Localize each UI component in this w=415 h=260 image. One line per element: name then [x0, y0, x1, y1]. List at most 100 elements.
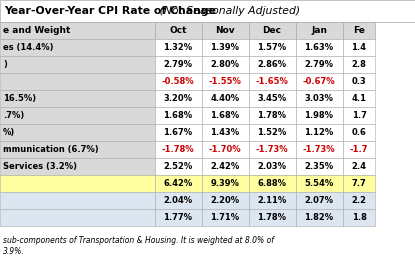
Text: 1.43%: 1.43% — [210, 128, 239, 137]
Bar — [249, 124, 296, 141]
Text: %): %) — [3, 128, 15, 137]
Bar — [0, 56, 155, 73]
Bar — [155, 175, 202, 192]
Bar — [343, 90, 375, 107]
Bar — [343, 22, 375, 39]
Bar — [155, 141, 202, 158]
Bar — [249, 158, 296, 175]
Bar — [0, 73, 155, 90]
Bar — [0, 22, 155, 39]
Text: -0.67%: -0.67% — [303, 77, 335, 86]
Text: 16.5%): 16.5%) — [3, 94, 36, 103]
Text: 1.82%: 1.82% — [305, 213, 334, 222]
Text: 1.63%: 1.63% — [305, 43, 334, 52]
Bar — [343, 192, 375, 209]
Bar — [0, 158, 155, 175]
Text: 1.68%: 1.68% — [164, 111, 193, 120]
Bar — [249, 56, 296, 73]
Bar — [343, 175, 375, 192]
Text: -1.78%: -1.78% — [162, 145, 194, 154]
Text: 2.35%: 2.35% — [305, 162, 334, 171]
Text: 6.88%: 6.88% — [257, 179, 286, 188]
Bar — [343, 107, 375, 124]
Text: Fe: Fe — [353, 26, 365, 35]
Bar — [296, 39, 343, 56]
Bar — [249, 90, 296, 107]
Bar — [155, 192, 202, 209]
Text: 2.03%: 2.03% — [257, 162, 286, 171]
Text: -1.73%: -1.73% — [256, 145, 288, 154]
Text: -1.65%: -1.65% — [256, 77, 288, 86]
Bar — [202, 39, 249, 56]
Bar — [0, 175, 155, 192]
Text: 2.79%: 2.79% — [305, 60, 334, 69]
Bar — [249, 141, 296, 158]
Text: 3.45%: 3.45% — [257, 94, 287, 103]
Text: 2.80%: 2.80% — [210, 60, 239, 69]
Bar — [343, 39, 375, 56]
Bar — [249, 209, 296, 226]
Text: mmunication (6.7%): mmunication (6.7%) — [3, 145, 99, 154]
Bar — [202, 22, 249, 39]
Bar — [155, 209, 202, 226]
Bar — [202, 124, 249, 141]
Text: es (14.4%): es (14.4%) — [3, 43, 54, 52]
Bar — [249, 73, 296, 90]
Text: -1.70%: -1.70% — [209, 145, 241, 154]
Text: 1.77%: 1.77% — [164, 213, 193, 222]
Bar — [202, 209, 249, 226]
Text: -0.58%: -0.58% — [162, 77, 194, 86]
Bar — [155, 107, 202, 124]
Bar — [155, 39, 202, 56]
Bar — [296, 73, 343, 90]
Text: Year-Over-Year CPI Rate of Change: Year-Over-Year CPI Rate of Change — [4, 6, 216, 16]
Text: 9.39%: 9.39% — [210, 179, 239, 188]
Text: .7%): .7%) — [3, 111, 24, 120]
Text: 7.7: 7.7 — [352, 179, 366, 188]
Bar — [202, 141, 249, 158]
Text: e and Weight: e and Weight — [3, 26, 71, 35]
Text: 6.42%: 6.42% — [164, 179, 193, 188]
Bar — [296, 107, 343, 124]
Text: 2.04%: 2.04% — [164, 196, 193, 205]
Bar — [249, 192, 296, 209]
Text: 1.4: 1.4 — [352, 43, 366, 52]
Bar — [343, 158, 375, 175]
Text: 1.98%: 1.98% — [305, 111, 334, 120]
Text: 1.78%: 1.78% — [257, 111, 286, 120]
Bar — [155, 90, 202, 107]
Text: -1.73%: -1.73% — [303, 145, 335, 154]
Text: (Not Seasonally Adjusted): (Not Seasonally Adjusted) — [156, 6, 300, 16]
Bar — [0, 90, 155, 107]
Bar — [202, 158, 249, 175]
Text: 2.8: 2.8 — [352, 60, 366, 69]
Bar — [343, 124, 375, 141]
Bar — [296, 209, 343, 226]
Text: 3.03%: 3.03% — [305, 94, 333, 103]
Bar — [0, 0, 415, 22]
Text: 4.1: 4.1 — [352, 94, 366, 103]
Bar — [249, 22, 296, 39]
Text: 1.32%: 1.32% — [164, 43, 193, 52]
Bar — [0, 39, 155, 56]
Text: 2.4: 2.4 — [352, 162, 366, 171]
Text: -1.7: -1.7 — [350, 145, 368, 154]
Text: Oct: Oct — [169, 26, 187, 35]
Text: 1.12%: 1.12% — [304, 128, 334, 137]
Text: 2.2: 2.2 — [352, 196, 366, 205]
Bar — [296, 90, 343, 107]
Text: Services (3.2%): Services (3.2%) — [3, 162, 77, 171]
Bar — [202, 56, 249, 73]
Bar — [202, 192, 249, 209]
Bar — [0, 209, 155, 226]
Bar — [202, 73, 249, 90]
Bar — [296, 175, 343, 192]
Text: 2.11%: 2.11% — [257, 196, 287, 205]
Text: 0.3: 0.3 — [352, 77, 366, 86]
Text: ): ) — [3, 60, 7, 69]
Text: 1.7: 1.7 — [352, 111, 366, 120]
Bar — [296, 141, 343, 158]
Bar — [249, 39, 296, 56]
Text: 1.52%: 1.52% — [257, 128, 287, 137]
Bar — [155, 158, 202, 175]
